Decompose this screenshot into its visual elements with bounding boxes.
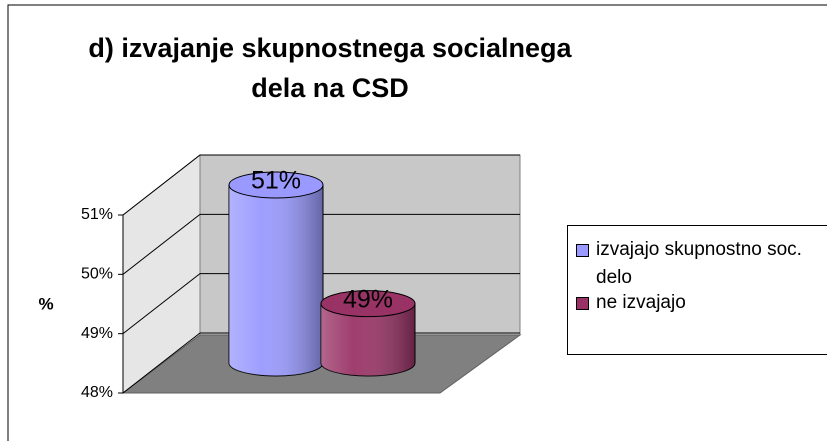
data-label: 49% [343,285,393,313]
y-tick-label: 49% [81,325,113,342]
y-tick-label: 48% [81,384,113,401]
legend-label: ne izvajajo [596,292,686,313]
legend-swatch [576,244,589,257]
data-label: 51% [251,167,301,195]
legend-entry: izvajajo skupnostno soc. delo [576,236,827,292]
bar-shade [321,303,415,376]
grid-line [122,154,520,216]
grid-line [122,213,520,275]
y-tick-label: 50% [81,266,113,283]
chart-title: d) izvajanje skupnostnega socialnega del… [88,33,572,103]
legend-swatch [576,297,589,310]
legend: izvajajo skupnostno soc. delo ne izvajajo [567,225,827,355]
bar-top [228,171,324,199]
bar-shade [229,185,323,376]
y-axis-label: % [38,294,53,313]
legend-entry: ne izvajajo [576,289,827,317]
legend-label: izvajajo skupnostno soc. delo [596,239,802,288]
y-tick-label: 51% [81,206,113,223]
grid-line [122,273,520,335]
bar-top [320,290,416,318]
